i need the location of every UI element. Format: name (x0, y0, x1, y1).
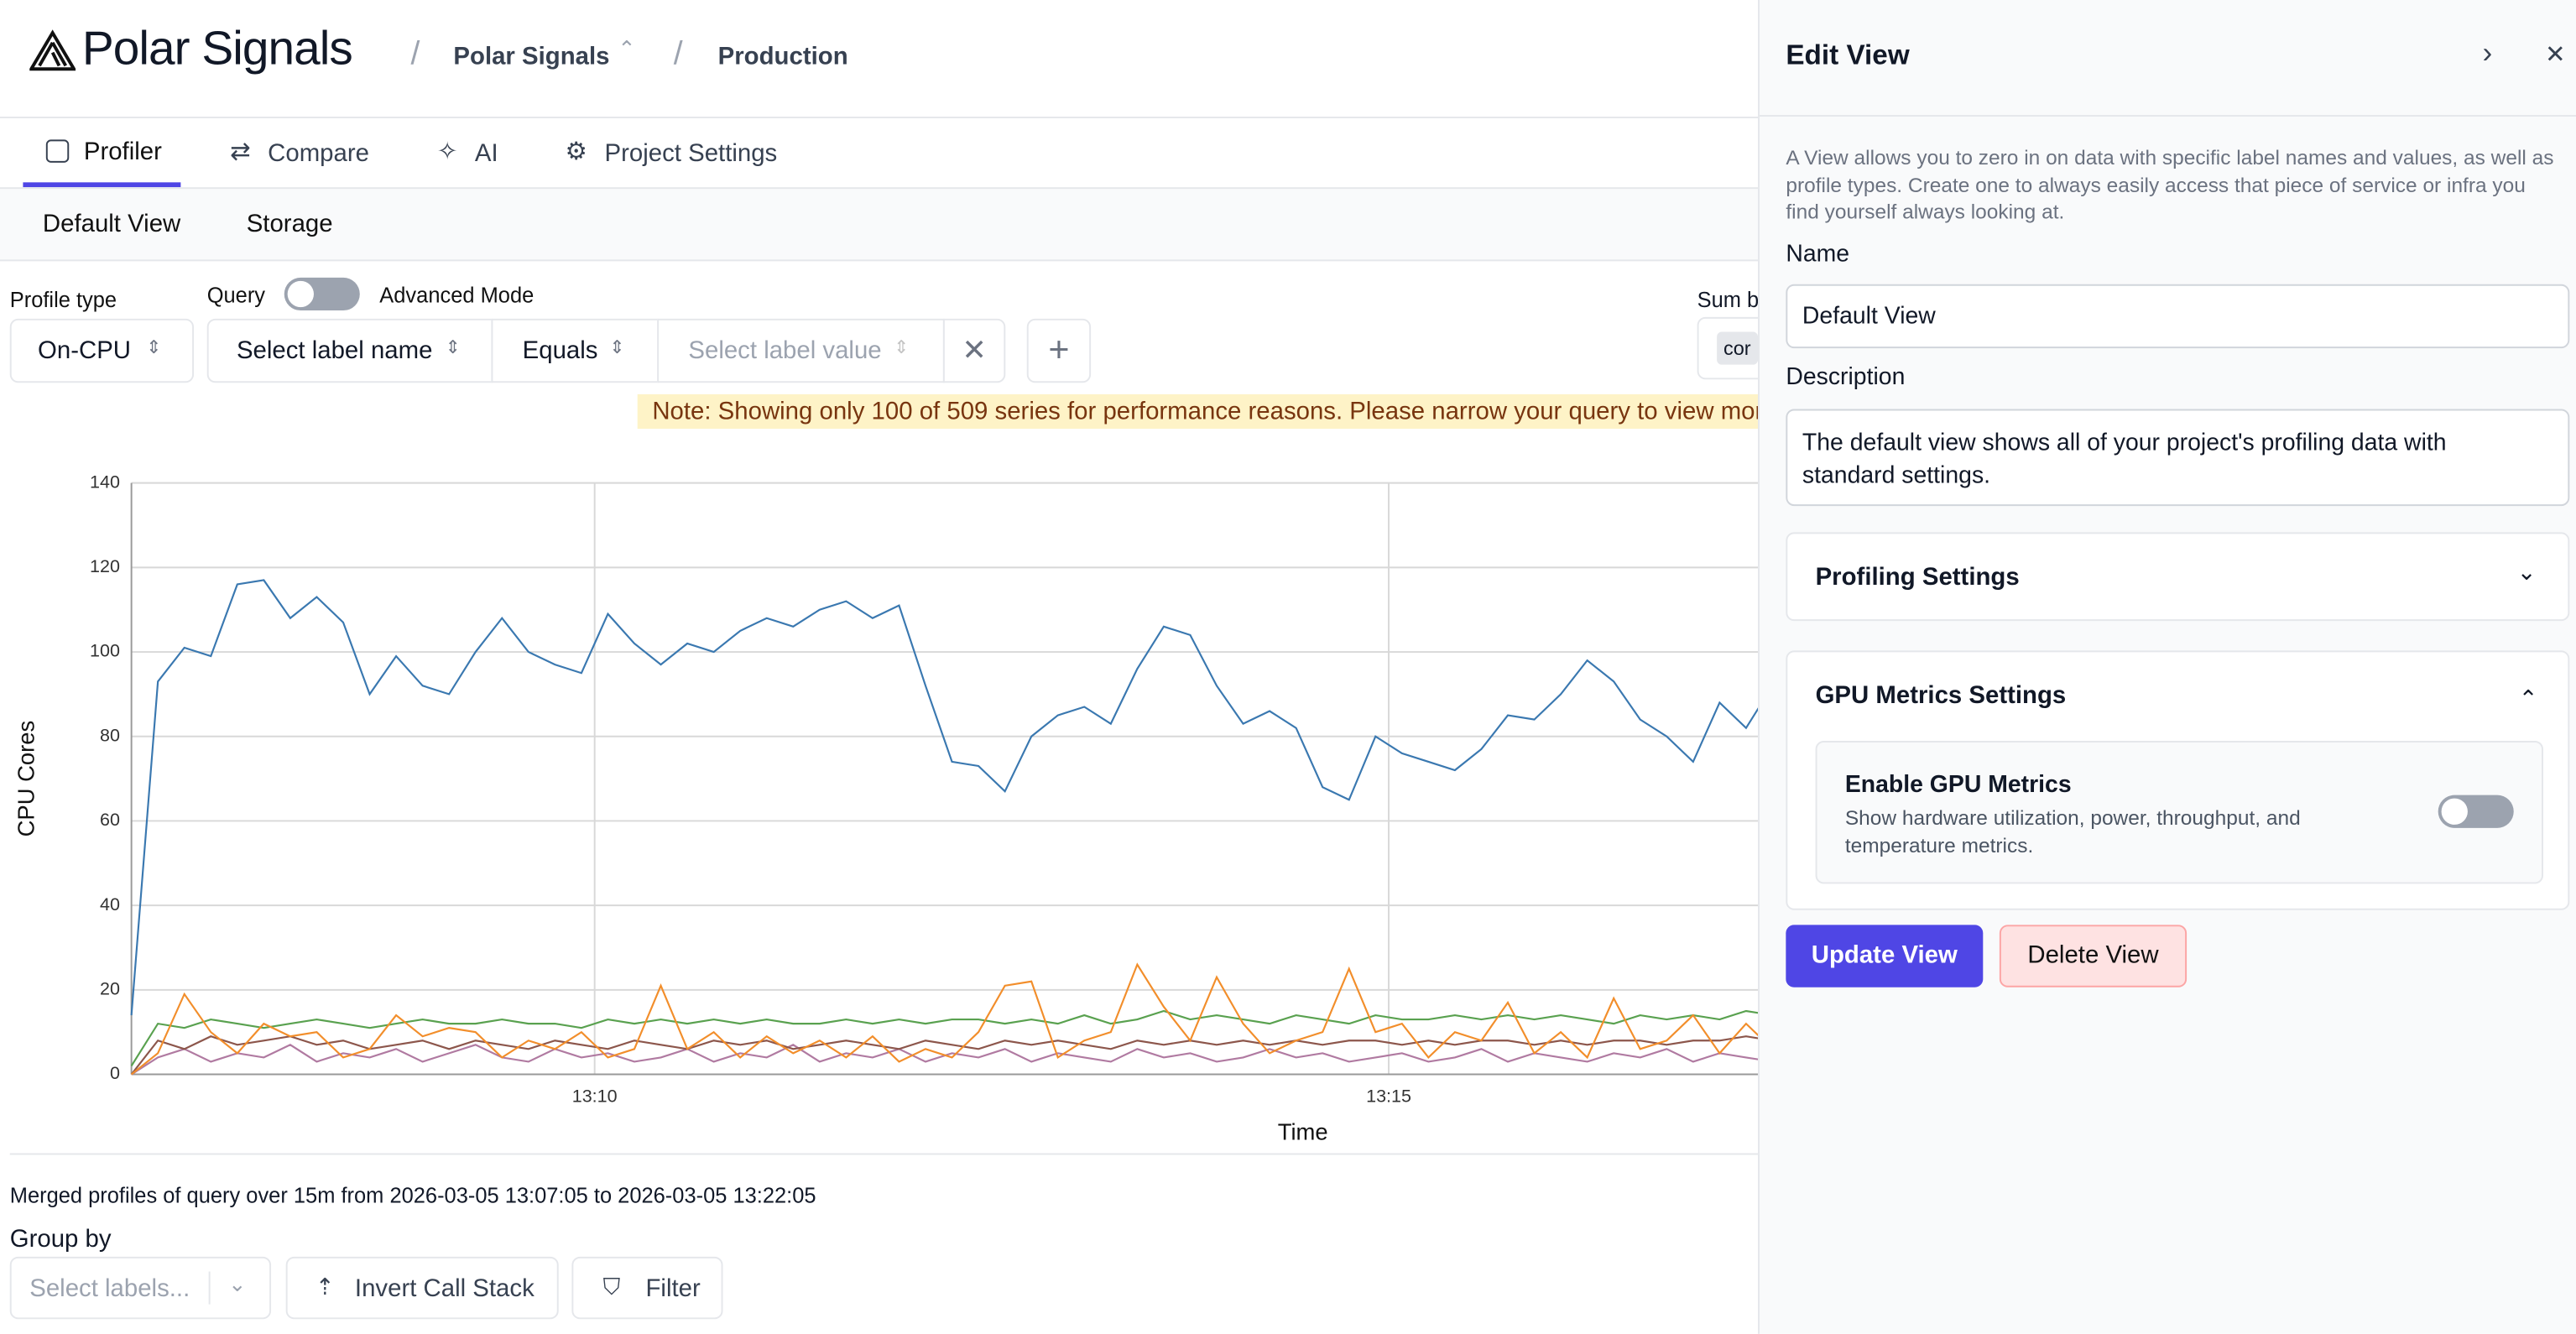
select-value: Equals (522, 336, 598, 365)
y-tick-label: 20 (100, 979, 120, 999)
label: Sum b (1697, 287, 1760, 313)
divider (208, 1271, 211, 1305)
collapse-button[interactable]: › (2482, 36, 2493, 70)
select-value: Select label name (236, 336, 433, 365)
select[interactable]: Select label value ⇕ (657, 318, 945, 383)
placeholder: Select labels... (29, 1274, 190, 1303)
label: Group by (9, 1225, 112, 1253)
input-value: Default View (1802, 304, 1936, 331)
icon: ⇡ (315, 1273, 335, 1300)
divider (9, 1153, 1759, 1155)
clear-button[interactable]: ✕ (942, 318, 1006, 383)
x-tick-label: 13:10 (572, 1086, 618, 1107)
edit-view-panel: Edit View › ✕ A View allows you to zero … (1758, 0, 2576, 1334)
accordion[interactable]: Profiling Settings ⌄ (1786, 532, 2570, 622)
button-label: Filter (645, 1274, 701, 1303)
separator: / (410, 36, 420, 73)
tab-icon (45, 139, 70, 163)
button-label: Invert Call Stack (354, 1274, 534, 1303)
accordion-title: Profiling Settings (1815, 563, 2020, 591)
button[interactable]: ⛉ Filter (571, 1256, 723, 1320)
add-button[interactable]: + (1026, 318, 1092, 383)
icon: ⛉ (602, 1273, 621, 1300)
tab-icon: ⚙ (565, 138, 587, 166)
divider (0, 117, 1759, 118)
label: Advanced Mode (379, 282, 534, 308)
textarea[interactable]: The default view shows all of your proje… (1786, 409, 2570, 507)
panel-title: Edit View (1786, 39, 1910, 71)
y-tick-label: 80 (100, 725, 120, 745)
tab-underline (23, 182, 181, 188)
series-line (130, 1035, 1759, 1076)
merged-info: Merged profiles of query over 15m from 2… (9, 1182, 816, 1208)
series-line (131, 1044, 1759, 1076)
y-tick-label: 120 (90, 556, 120, 576)
chart: CPU Cores Time 0 20 40 60 80 100 120 140 13:10 13… (13, 472, 1759, 1144)
series-line (130, 962, 1759, 1076)
separator: / (673, 36, 683, 73)
select-value: On-CPU (38, 336, 132, 365)
y-tick-label: 40 (100, 894, 120, 915)
tab[interactable]: Compare (268, 139, 369, 168)
chevron: ⇕ (609, 338, 625, 358)
tab[interactable]: Project Settings (604, 139, 778, 168)
subtab-bar (0, 187, 1759, 262)
series-line (130, 579, 1759, 1016)
tab-icon: ⇄ (230, 138, 251, 166)
subtab[interactable]: Default View (42, 210, 181, 238)
update-button[interactable]: Update View (1786, 925, 1984, 987)
select[interactable]: On-CPU ⇕ (9, 318, 195, 383)
label: Profile type (9, 287, 117, 313)
select[interactable]: Select label name ⇕ (206, 318, 493, 383)
chevrons: ⌃ (618, 36, 636, 61)
toggle[interactable] (2438, 795, 2514, 828)
series-line (130, 1009, 1759, 1067)
accordion: GPU Metrics Settings ⌃ Enable GPU Metrics… (1786, 650, 2570, 910)
chevron: ⇕ (894, 338, 910, 358)
breadcrumb[interactable]: Production (717, 42, 848, 71)
multi-select[interactable]: Select labels... ⌄ (9, 1256, 272, 1320)
label: Description (1786, 364, 1906, 392)
tab[interactable]: AI (474, 139, 498, 168)
x-tick-label: 13:15 (1366, 1086, 1411, 1107)
subtab[interactable]: Storage (246, 210, 333, 238)
y-tick-label: 0 (110, 1063, 120, 1083)
note: Note: Showing only 100 of 509 series for… (637, 393, 1792, 430)
logo-icon (29, 29, 76, 71)
setting-title: Enable GPU Metrics (1844, 772, 2072, 799)
y-axis-label: CPU Cores (13, 721, 39, 837)
chevron: ⌄ (228, 1271, 247, 1296)
toggle[interactable] (284, 277, 360, 311)
chevron: ⇕ (445, 338, 461, 358)
setting-desc: Show hardware utilization, power, throug… (1844, 806, 2301, 857)
setting-card: Enable GPU Metrics Show hardware utiliza… (1815, 741, 2543, 884)
x-axis-label: Time (1278, 1118, 1328, 1144)
delete-button[interactable]: Delete View (1999, 925, 2188, 987)
chevron: ⌃ (2518, 685, 2538, 711)
select[interactable]: Equals ⇕ (491, 318, 660, 383)
textarea-value: The default view shows all of your proje… (1802, 430, 2447, 490)
tab[interactable]: Profiler (83, 138, 162, 166)
text-input[interactable]: Default View (1786, 284, 2570, 349)
chevron: ⇕ (146, 338, 162, 358)
accordion-title[interactable]: GPU Metrics Settings (1815, 681, 2067, 710)
chevron: ⌄ (2516, 558, 2537, 586)
y-tick-label: 100 (90, 641, 120, 661)
label: Query (206, 282, 266, 308)
tab-icon: ✧ (436, 138, 458, 166)
y-tick-label: 140 (90, 472, 120, 492)
chip: cor (1717, 331, 1758, 365)
label: Name (1786, 241, 1850, 268)
select-value: Select label value (688, 336, 882, 365)
logo[interactable]: Polar Signals (81, 23, 353, 76)
divider (1760, 115, 2576, 117)
breadcrumb[interactable]: Polar Signals (453, 42, 610, 71)
y-tick-label: 60 (100, 810, 120, 830)
close-button[interactable]: ✕ (2544, 40, 2566, 70)
panel-intro: A View allows you to zero in on data wit… (1786, 146, 2554, 224)
button[interactable]: ⇡ Invert Call Stack (285, 1256, 559, 1320)
